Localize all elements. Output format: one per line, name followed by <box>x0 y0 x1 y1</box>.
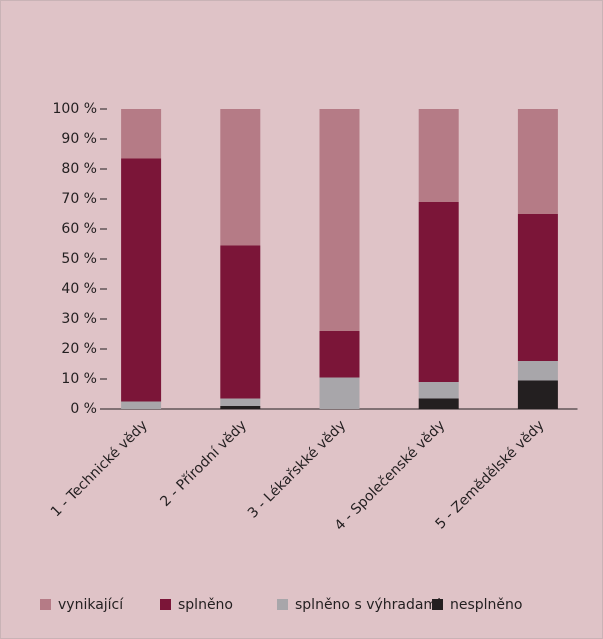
bar-segment <box>220 406 261 409</box>
bar-segment <box>319 331 360 378</box>
bar-segment <box>220 245 261 399</box>
bar-segment <box>418 382 459 399</box>
legend-label: splněno <box>178 597 233 613</box>
bar-segment <box>121 401 162 409</box>
bar-segment <box>121 158 162 402</box>
y-tick-label: 50 % <box>61 251 97 267</box>
y-tick-label: 10 % <box>61 371 97 387</box>
y-tick-label: 80 % <box>61 161 97 177</box>
bar-segment <box>121 109 162 159</box>
y-tick-label: 90 % <box>61 131 97 147</box>
x-tick-label: 1 - Technické vědy <box>48 417 151 520</box>
y-tick-label: 0 % <box>70 401 97 417</box>
x-tick-label: 4 - Společenské vědy <box>332 417 449 534</box>
y-tick-label: 60 % <box>61 221 97 237</box>
legend-label: vynikající <box>58 597 124 613</box>
y-tick-label: 70 % <box>61 191 97 207</box>
legend-swatch <box>40 599 51 610</box>
x-tick-label: 5 - Zemědělské vědy <box>432 417 547 532</box>
bar-segment <box>418 109 459 202</box>
bar-segment <box>517 214 558 361</box>
bar-segment <box>319 377 360 409</box>
legend-swatch <box>160 599 171 610</box>
legend-label: nesplněno <box>450 597 522 613</box>
bar-segment <box>220 398 261 406</box>
x-tick-label: 3 - Lékařskké vědy <box>245 417 349 521</box>
bar-segment <box>418 398 459 409</box>
bar-segment <box>517 361 558 381</box>
y-tick-label: 20 % <box>61 341 97 357</box>
bar-segment <box>517 109 558 214</box>
legend-swatch <box>432 599 443 610</box>
bar-segment <box>418 202 459 382</box>
y-tick-label: 40 % <box>61 281 97 297</box>
y-tick-label: 30 % <box>61 311 97 327</box>
bar-segment <box>517 380 558 409</box>
bar-segment <box>319 109 360 331</box>
legend-label: splněno s výhradami <box>295 597 441 613</box>
x-tick-label: 2 - Přírodní vědy <box>157 417 250 510</box>
bar-segment <box>220 109 261 246</box>
legend-swatch <box>277 599 288 610</box>
y-tick-label: 100 % <box>53 101 97 117</box>
